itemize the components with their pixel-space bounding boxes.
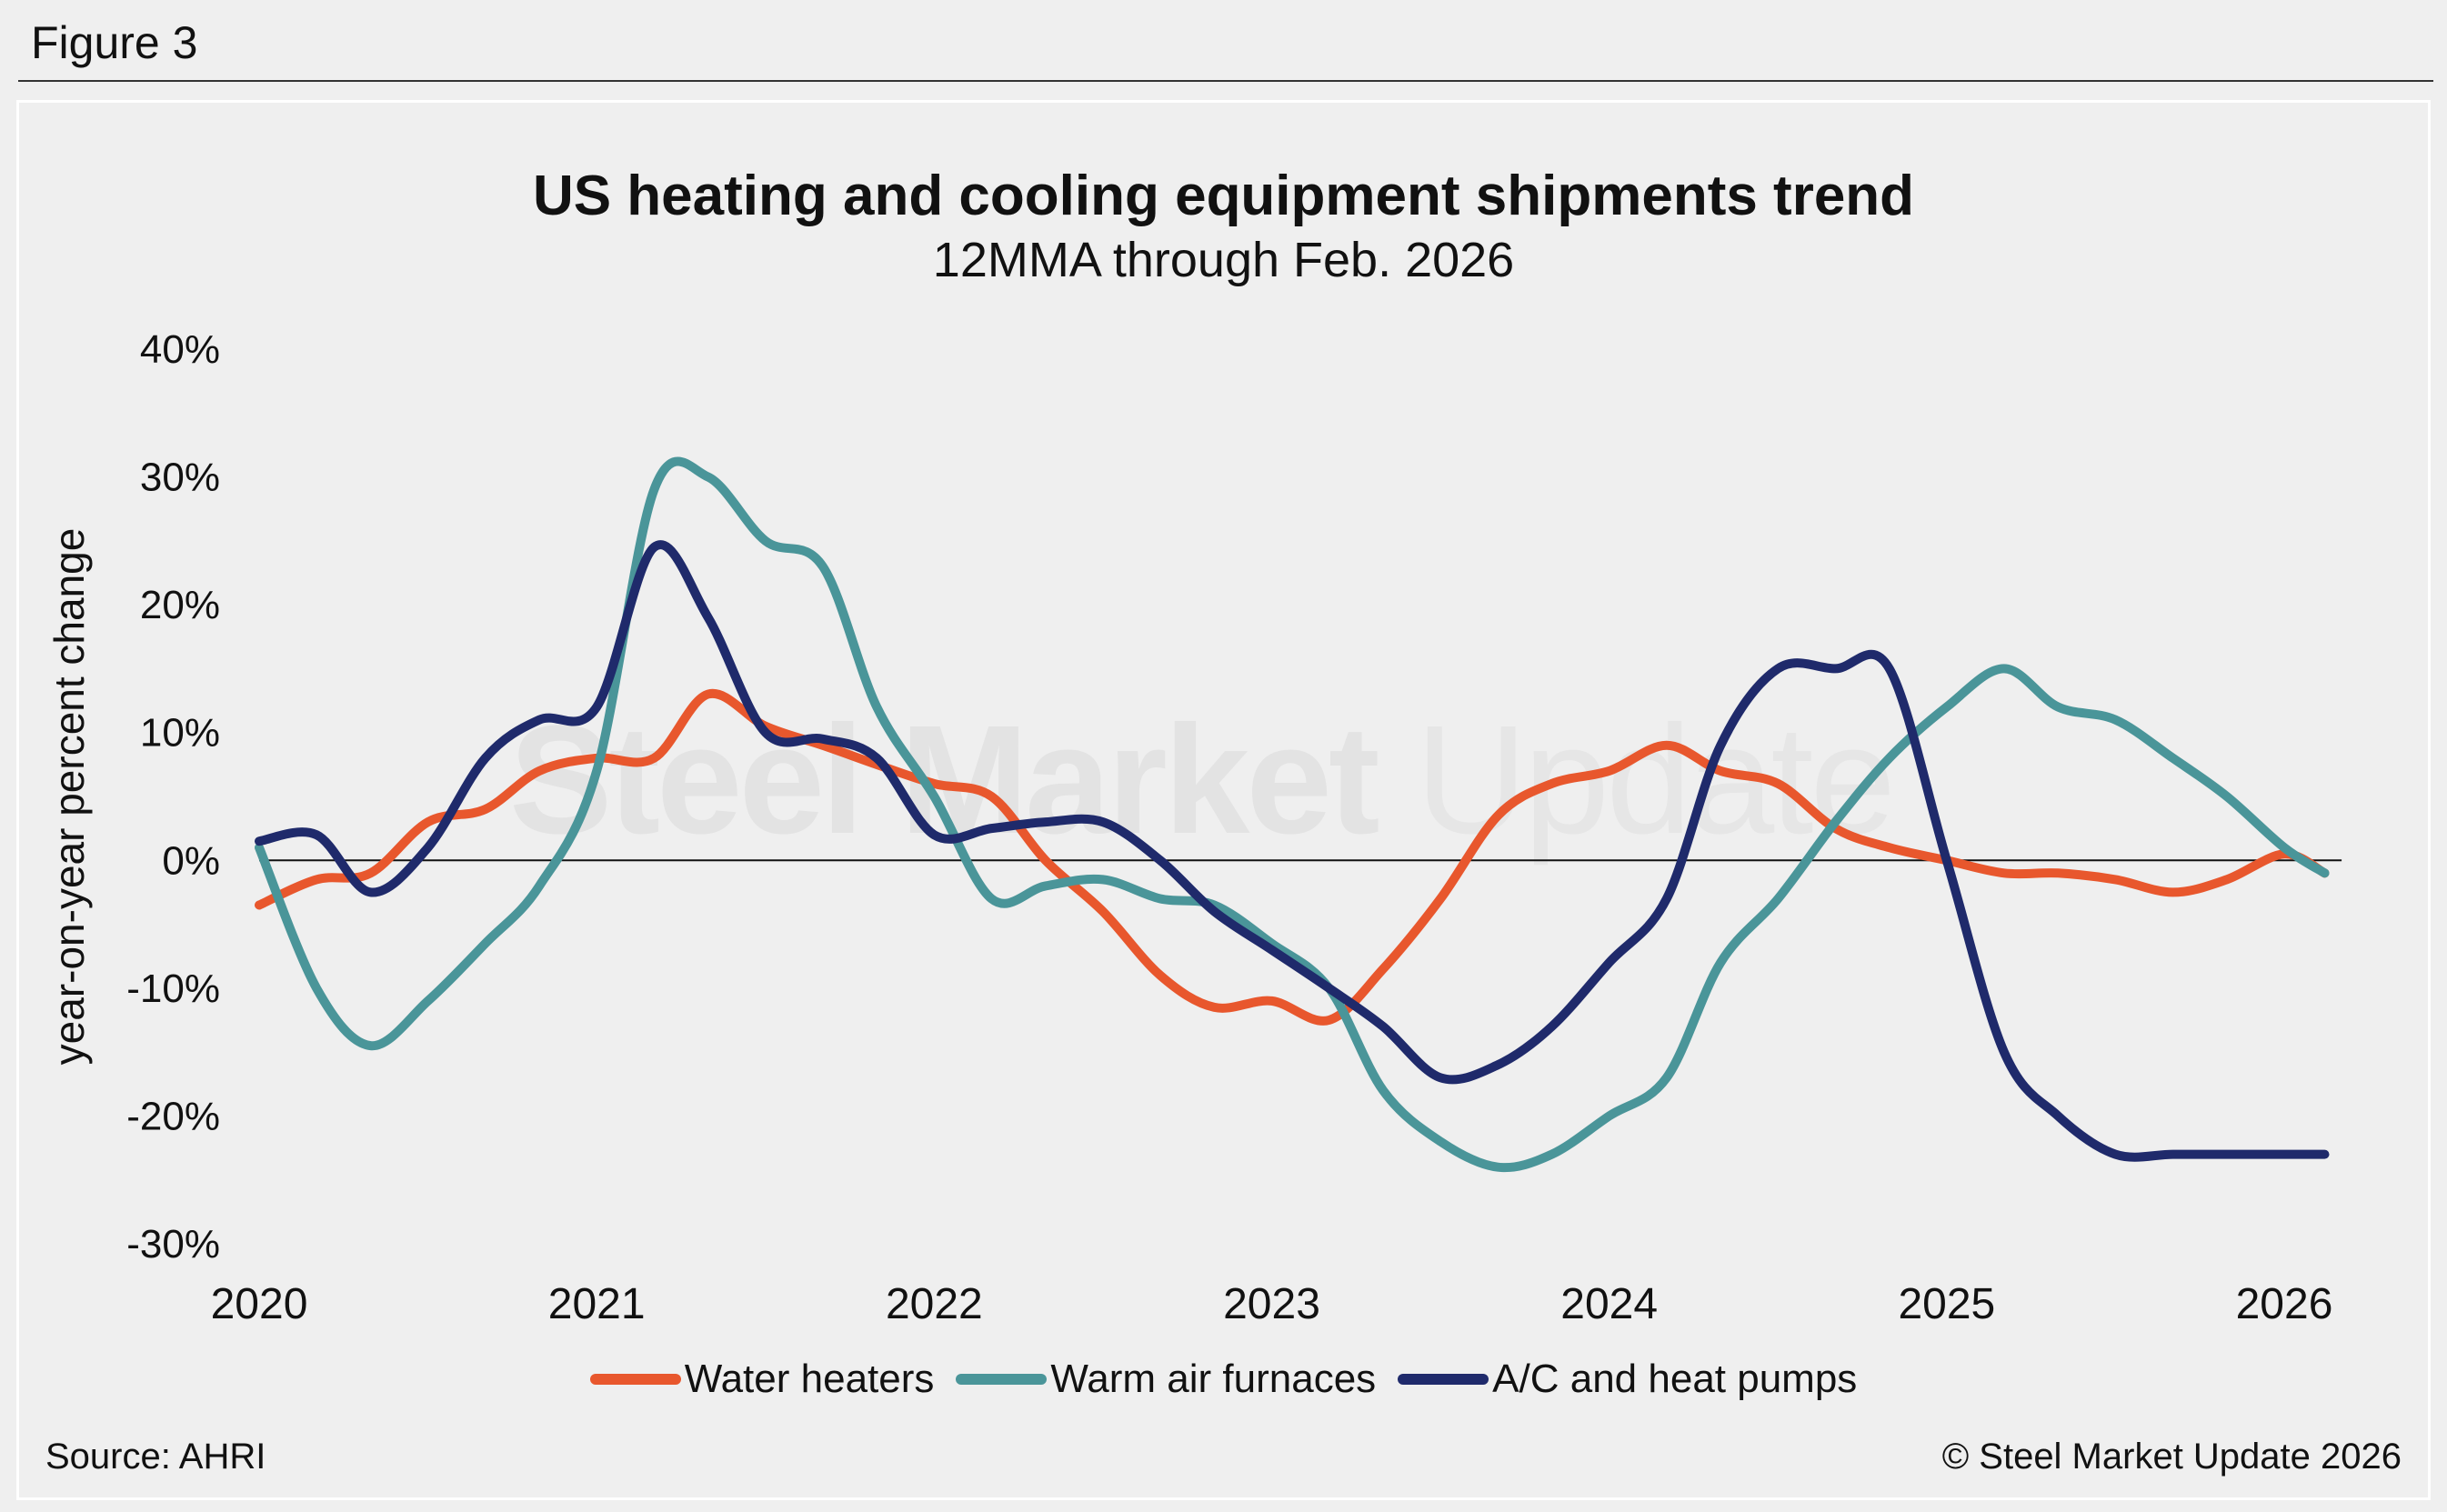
x-tick-label: 2025 — [1898, 1280, 1995, 1328]
y-tick-label: -30% — [126, 1222, 220, 1267]
x-tick-label: 2024 — [1560, 1280, 1658, 1328]
y-tick-label: 20% — [140, 583, 220, 627]
legend-label-ac: A/C and heat pumps — [1492, 1357, 1858, 1401]
legend-label-water: Water heaters — [684, 1357, 935, 1401]
copyright-note: © Steel Market Update 2026 — [1941, 1437, 2402, 1477]
legend: Water heaters Warm air furnaces A/C and … — [0, 1357, 2447, 1402]
x-tick-label: 2026 — [2236, 1280, 2333, 1328]
legend-label-furnace: Warm air furnaces — [1050, 1357, 1377, 1401]
y-tick-label: -10% — [126, 966, 220, 1011]
legend-item-furnace: Warm air furnaces — [956, 1357, 1376, 1402]
legend-swatch-furnace — [956, 1374, 1048, 1385]
y-tick-label: 40% — [140, 327, 220, 372]
source-note: Source: AHRI — [45, 1437, 266, 1477]
x-tick-label: 2022 — [886, 1280, 983, 1328]
series-line-ac-heat-pumps — [255, 540, 2330, 1162]
figure-label: Figure 3 — [31, 17, 198, 68]
legend-item-water: Water heaters — [589, 1357, 935, 1402]
legend-swatch-ac — [1398, 1374, 1489, 1385]
watermark-light: Update — [1415, 694, 1896, 866]
chart-subtitle: 12MMA through Feb. 2026 — [932, 233, 1515, 287]
y-tick-label: 10% — [140, 711, 220, 756]
y-axis-label: year-on-year percent change — [45, 528, 93, 1066]
legend-swatch-water — [589, 1374, 681, 1385]
y-tick-label: 30% — [140, 456, 220, 500]
series-line-warm-air-furnaces — [255, 456, 2330, 1173]
x-tick-label: 2020 — [211, 1280, 308, 1328]
header-rule — [18, 80, 2433, 82]
chart-title: US heating and cooling equipment shipmen… — [532, 165, 1915, 227]
x-tick-label: 2023 — [1223, 1280, 1320, 1328]
y-tick-label: -20% — [126, 1094, 220, 1138]
series-line-water-heaters — [255, 688, 2330, 1026]
x-tick-label: 2021 — [548, 1280, 646, 1328]
y-tick-label: 0% — [162, 838, 220, 883]
legend-item-ac: A/C and heat pumps — [1398, 1357, 1857, 1402]
chart-panel — [16, 100, 2431, 1500]
